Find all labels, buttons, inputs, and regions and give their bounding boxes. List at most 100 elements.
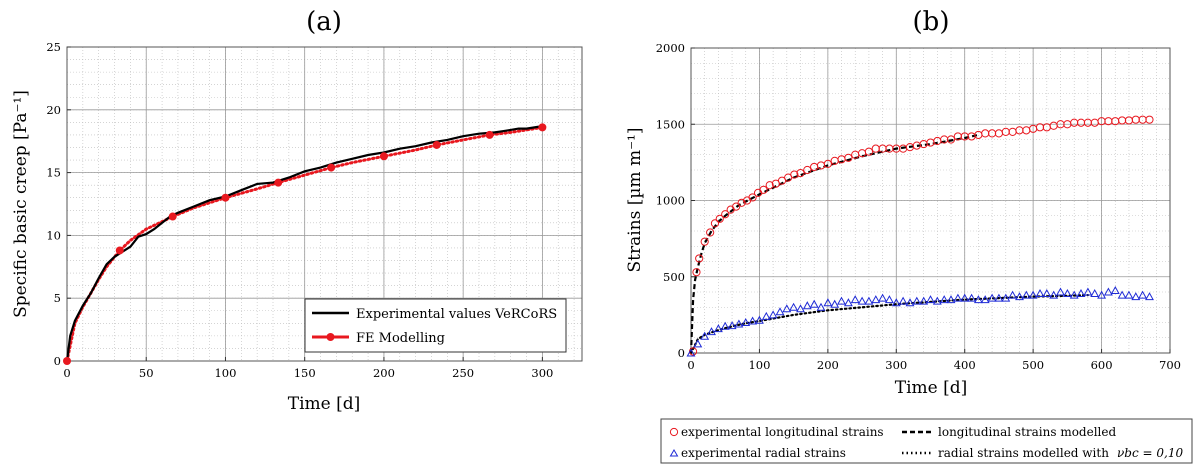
radial-strain-point <box>987 293 997 302</box>
longitudinal-strain-point <box>748 193 757 202</box>
radial-strain-point <box>837 296 846 305</box>
panel-a-y-tick-label: 25 <box>46 40 61 54</box>
panel-b-x-tick-label: 200 <box>817 358 839 372</box>
radial-strain-point <box>1138 290 1148 299</box>
panel-a-y-ticks: 0 5 10 15 20 25 <box>46 40 71 368</box>
panel-a-y-tick-label: 10 <box>46 228 61 242</box>
panel-b-series <box>686 115 1154 357</box>
legend-a-exp-label: Experimental values VeRCoRS <box>356 307 557 322</box>
panel-b-x-label: Time [d] <box>895 378 968 398</box>
radial-strain-point <box>713 324 723 333</box>
longitudinal-strain-point <box>710 219 720 228</box>
radial-strain-point <box>1049 290 1059 299</box>
longitudinal-strain-point <box>823 159 832 168</box>
series-experimental-line <box>65 125 543 362</box>
longitudinal-strain-point <box>871 144 880 153</box>
fe-modelling-point <box>538 123 547 132</box>
radial-strain-point <box>1028 290 1038 299</box>
panel-a-x-tick-label: 300 <box>531 366 553 380</box>
radial-strain-point <box>878 293 888 302</box>
radial-strain-point <box>761 311 771 320</box>
series-longitudinal-modelled-line <box>689 133 979 354</box>
panel-b-major-grid <box>690 47 1171 354</box>
panel-b-y-tick-label: 0 <box>678 346 685 360</box>
radial-strain-point <box>926 295 935 304</box>
longitudinal-strain-point <box>692 268 701 277</box>
fe-modelling-point <box>379 152 388 161</box>
panel-a-x-tick-label: 250 <box>452 366 474 380</box>
longitudinal-strain-point <box>981 129 990 138</box>
panel-b-y-label: Strains [µm m⁻¹] <box>625 128 645 273</box>
radial-strain-point <box>884 295 894 304</box>
panel-b-x-ticks: 0 100 200 300 400 500 600 700 <box>687 349 1181 372</box>
panel-a-x-label: Time [d] <box>288 394 361 414</box>
radial-strain-point <box>1056 287 1065 296</box>
longitudinal-strain-point <box>864 147 874 156</box>
panel-b-x-tick-label: 100 <box>748 358 770 372</box>
panel-a-legend-box <box>304 298 567 353</box>
radial-strain-point <box>754 315 764 324</box>
longitudinal-strain-point <box>1090 118 1099 127</box>
panel-a-x-tick-label: 200 <box>373 366 395 380</box>
longitudinal-strain-point <box>1118 116 1127 125</box>
radial-strain-point <box>823 298 833 307</box>
longitudinal-strain-point <box>816 161 826 170</box>
radial-strain-point <box>891 298 901 307</box>
radial-strain-point <box>871 295 881 304</box>
radial-strain-point <box>960 293 970 302</box>
radial-strain-point <box>686 348 696 357</box>
radial-strain-point <box>775 307 785 316</box>
legend-b-long-model-label: longitudinal strains modelled <box>938 425 1116 439</box>
longitudinal-strain-point <box>1008 127 1017 136</box>
radial-strain-point <box>809 299 819 308</box>
longitudinal-strain-point <box>1104 117 1113 126</box>
panel-a-y-tick-label: 15 <box>46 166 61 180</box>
radial-strain-point <box>1110 285 1120 294</box>
radial-strain-point <box>748 316 758 325</box>
fe-modelling-point <box>327 163 336 172</box>
fe-modelling-point <box>485 130 494 139</box>
radial-strain-point <box>1035 288 1045 297</box>
legend-a-fe-marker <box>326 333 335 341</box>
radial-strain-point <box>994 293 1004 302</box>
panel-a-y-tick-label: 0 <box>54 354 61 368</box>
radial-strain-point <box>1124 290 1134 299</box>
legend-b-long-label: experimental longitudinal strains <box>681 425 884 439</box>
panel-b-legend: experimental longitudinal strains experi… <box>660 418 1193 464</box>
radial-strain-point <box>1145 292 1154 301</box>
panel-b-x-tick-label: 400 <box>954 358 976 372</box>
longitudinal-strain-point <box>1049 121 1058 130</box>
panel-b-x-tick-label: 600 <box>1091 358 1113 372</box>
radial-strain-point <box>946 295 956 304</box>
panel-b-y-tick-label: 500 <box>663 270 685 284</box>
panel-b-y-ticks: 0 500 1000 1500 2000 <box>656 41 695 360</box>
longitudinal-strain-point <box>796 168 805 178</box>
panel-b-legend-box <box>660 418 1193 464</box>
longitudinal-strain-point <box>700 237 709 246</box>
radial-strain-point <box>864 296 874 305</box>
longitudinal-strain-point <box>810 162 819 172</box>
longitudinal-strain-point <box>946 135 956 144</box>
radial-strain-point <box>830 299 840 308</box>
radial-strain-point <box>768 310 778 319</box>
radial-strain-point <box>796 304 805 313</box>
radial-strain-point <box>700 331 710 340</box>
radial-strain-point <box>898 296 908 305</box>
radial-strain-point <box>727 321 737 330</box>
legend-b-rad-label: experimental radial strains <box>681 446 846 460</box>
panel-b-label: (b) <box>913 7 950 37</box>
panel-a-label: (a) <box>306 7 342 37</box>
radial-strain-point <box>980 295 990 304</box>
panel-a-series <box>63 123 547 365</box>
radial-strain-point <box>782 304 792 313</box>
fe-modelling-point <box>63 357 71 365</box>
panel-b-x-tick-label: 700 <box>1159 358 1181 372</box>
radial-strain-point <box>1069 290 1079 299</box>
radial-strain-point <box>1001 293 1011 302</box>
legend-b-long-marker <box>669 427 679 437</box>
longitudinal-strain-point <box>715 214 724 223</box>
panel-b-x-tick-label: 0 <box>687 358 694 372</box>
radial-strain-point <box>720 321 730 330</box>
radial-strain-point <box>953 293 963 302</box>
radial-strain-point <box>973 295 983 304</box>
